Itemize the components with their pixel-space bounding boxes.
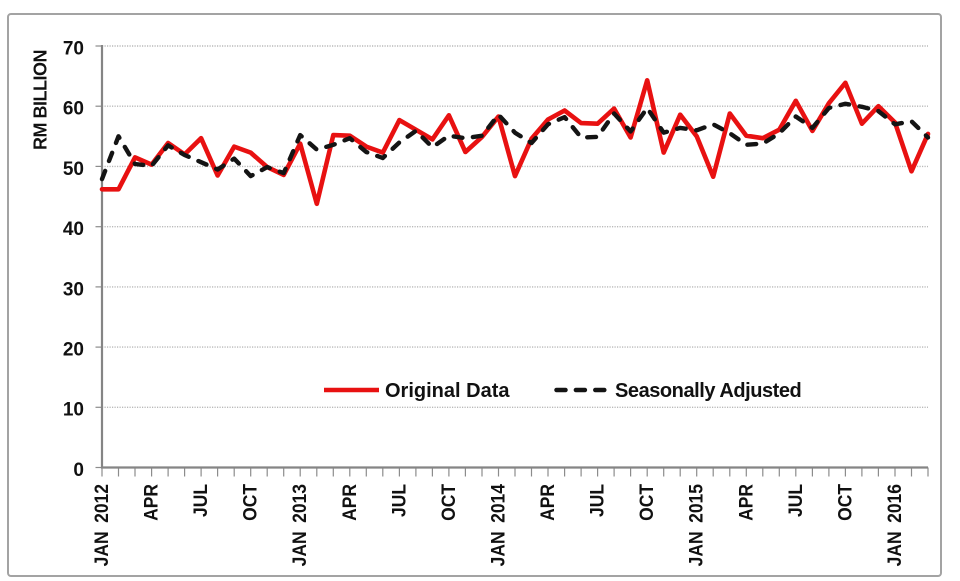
- svg-text:JUL: JUL: [586, 484, 608, 517]
- svg-text:APR: APR: [735, 484, 757, 521]
- svg-text:APR: APR: [338, 484, 360, 521]
- svg-text:60: 60: [63, 99, 84, 120]
- svg-text:OCT: OCT: [239, 484, 261, 521]
- svg-text:20: 20: [63, 340, 84, 361]
- svg-text:10: 10: [63, 400, 84, 421]
- svg-text:30: 30: [63, 279, 84, 300]
- svg-text:JUL: JUL: [388, 484, 410, 517]
- svg-text:JAN 2015: JAN 2015: [685, 484, 707, 566]
- svg-text:50: 50: [63, 159, 84, 180]
- svg-text:40: 40: [63, 219, 84, 240]
- svg-text:70: 70: [63, 38, 84, 59]
- svg-text:APR: APR: [140, 484, 162, 521]
- svg-text:OCT: OCT: [437, 484, 459, 521]
- svg-text:OCT: OCT: [635, 484, 657, 521]
- svg-text:JUL: JUL: [784, 484, 806, 517]
- svg-text:RM BILLION: RM BILLION: [31, 50, 51, 150]
- svg-text:JAN 2016: JAN 2016: [883, 484, 905, 566]
- svg-text:JAN 2014: JAN 2014: [487, 483, 509, 566]
- svg-text:Original Data: Original Data: [385, 380, 510, 402]
- svg-text:OCT: OCT: [834, 484, 856, 521]
- svg-text:JAN 2013: JAN 2013: [289, 484, 311, 566]
- svg-text:JAN 2012: JAN 2012: [90, 484, 112, 566]
- svg-text:0: 0: [73, 460, 84, 481]
- svg-text:APR: APR: [536, 484, 558, 521]
- svg-text:JUL: JUL: [189, 484, 211, 517]
- svg-text:Seasonally Adjusted: Seasonally Adjusted: [615, 380, 801, 402]
